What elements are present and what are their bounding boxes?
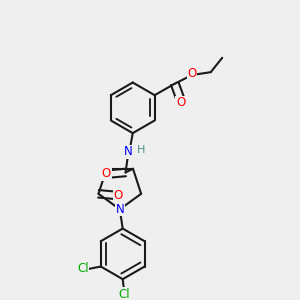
Text: O: O: [176, 96, 185, 110]
Text: N: N: [116, 203, 124, 216]
Text: O: O: [102, 167, 111, 180]
Text: Cl: Cl: [118, 289, 130, 300]
Text: H: H: [136, 146, 145, 155]
Text: Cl: Cl: [77, 262, 89, 275]
Text: O: O: [188, 67, 197, 80]
Text: O: O: [113, 189, 122, 202]
Text: N: N: [124, 145, 133, 158]
